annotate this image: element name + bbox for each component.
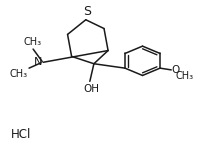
Text: CH₃: CH₃ xyxy=(23,37,41,47)
Text: CH₃: CH₃ xyxy=(10,69,28,79)
Text: O: O xyxy=(172,65,180,75)
Text: CH₃: CH₃ xyxy=(176,71,194,81)
Text: N: N xyxy=(34,57,42,67)
Text: OH: OH xyxy=(84,84,100,94)
Text: S: S xyxy=(83,5,91,18)
Text: HCl: HCl xyxy=(11,128,31,141)
